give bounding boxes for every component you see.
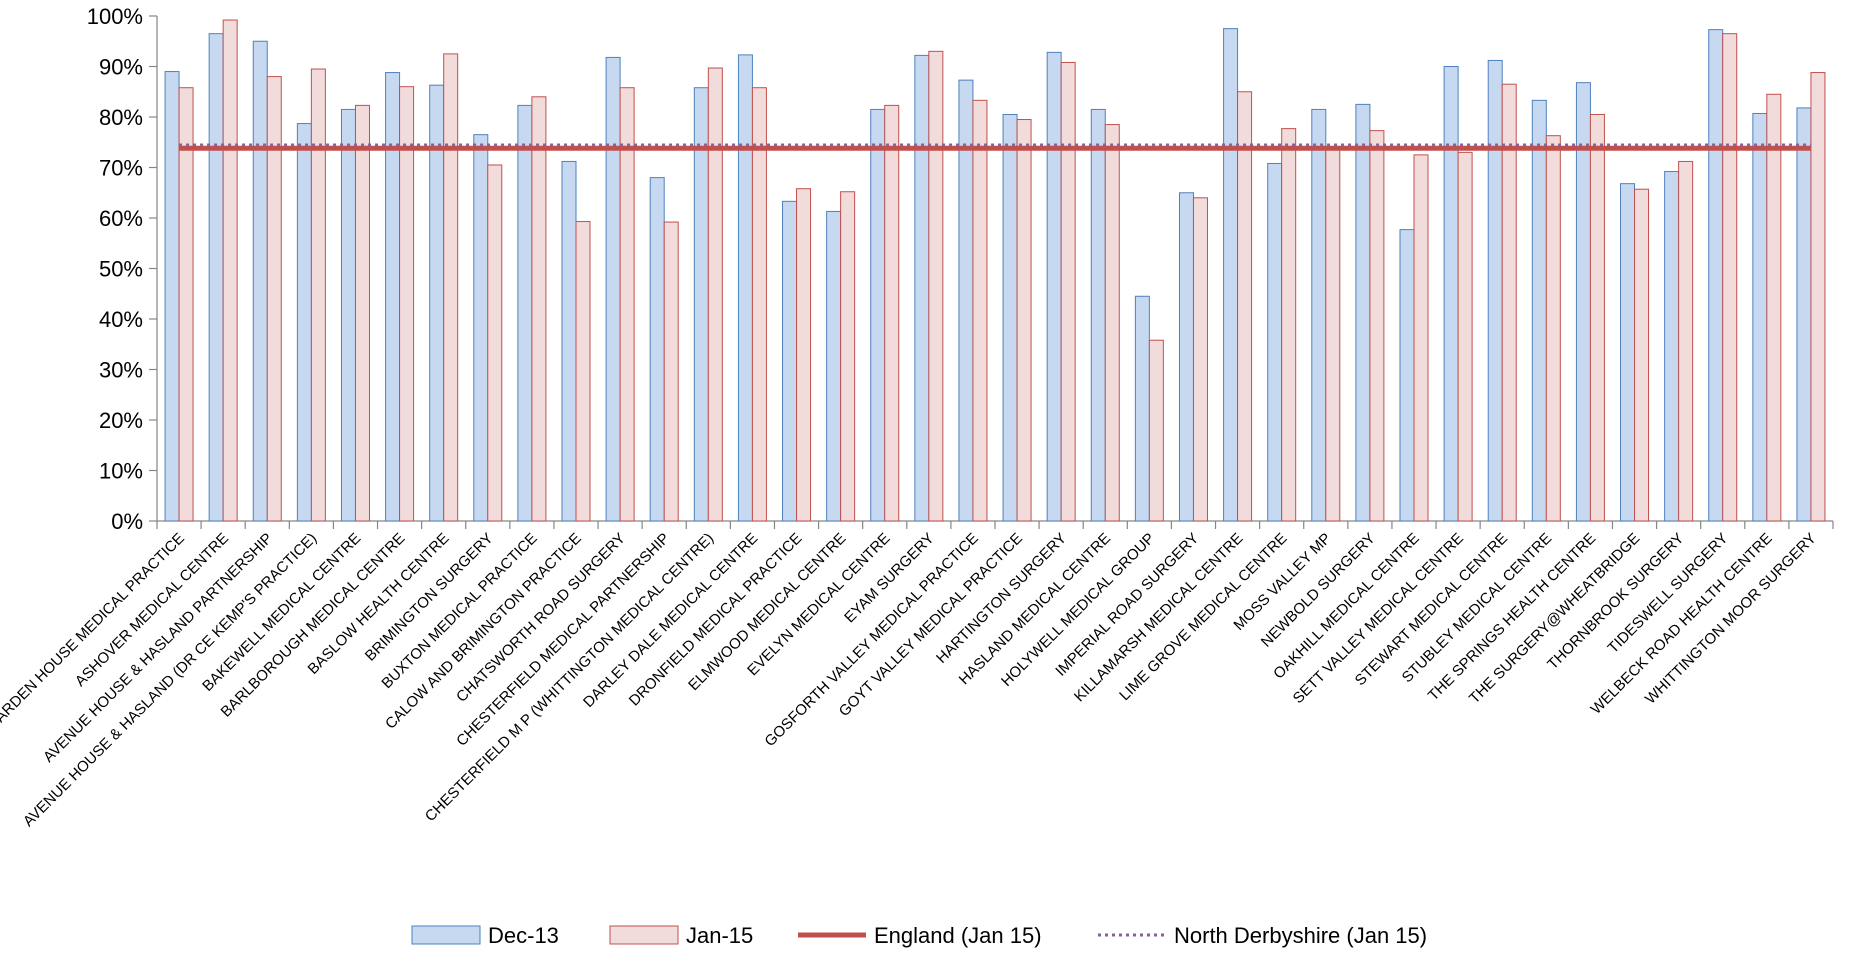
bar-dec-13-26: [1311, 108, 1327, 522]
reference-lines: [179, 143, 1811, 151]
y-tick-label: 20%: [99, 408, 143, 433]
bar-jan-15-32: [1589, 113, 1605, 522]
bar-jan-15-28: [1413, 154, 1429, 522]
y-tick-label: 10%: [99, 459, 143, 484]
legend-label-england-jan-15-: England (Jan 15): [874, 923, 1042, 948]
legend-swatch-dec-13: [411, 925, 481, 945]
bar-dec-13-23: [1178, 192, 1194, 522]
bar-jan-15-20: [1060, 61, 1076, 522]
bar-jan-15-18: [972, 99, 988, 522]
bar-jan-15-0: [178, 87, 194, 522]
bar-jan-15-5: [399, 86, 415, 522]
bar-dec-13-33: [1620, 183, 1636, 522]
y-tick-label: 0%: [111, 509, 143, 534]
y-tick-label: 100%: [87, 4, 143, 29]
legend-label-dec-13: Dec-13: [488, 923, 559, 948]
bar-jan-15-13: [751, 87, 767, 522]
y-tick-label: 70%: [99, 156, 143, 181]
bar-jan-15-29: [1457, 151, 1473, 522]
bar-dec-13-2: [252, 40, 268, 522]
bar-jan-15-6: [443, 53, 459, 522]
bar-dec-13-12: [693, 87, 709, 522]
bar-jan-15-21: [1104, 124, 1120, 522]
bar-dec-13-8: [517, 104, 533, 522]
bar-dec-13-31: [1531, 99, 1547, 522]
y-tick-label: 80%: [99, 105, 143, 130]
bar-dec-13-37: [1796, 107, 1812, 522]
legend: Dec-13 Jan-15 England (Jan 15) North Derbys…: [411, 923, 1427, 948]
y-tick-label: 40%: [99, 307, 143, 332]
legend-label-jan-15: Jan-15: [686, 923, 753, 948]
bar-jan-15-34: [1678, 160, 1694, 522]
bar-jan-15-11: [663, 221, 679, 522]
bar-jan-15-30: [1501, 83, 1517, 522]
bar-jan-15-22: [1148, 339, 1164, 522]
bar-jan-15-33: [1634, 188, 1650, 522]
bar-dec-13-16: [870, 108, 886, 522]
x-tick-label: AVENUE HOUSE & HASLAND (DR CE KEMP'S PRA…: [20, 530, 320, 830]
bar-jan-15-24: [1237, 91, 1253, 522]
bar-jan-15-19: [1016, 119, 1032, 522]
bar-dec-13-3: [296, 123, 312, 522]
bar-jan-15-14: [796, 188, 812, 522]
bar-jan-15-26: [1325, 146, 1341, 522]
bar-dec-13-17: [914, 54, 930, 522]
bar-dec-13-11: [649, 177, 665, 522]
bar-jan-15-9: [575, 221, 591, 522]
y-tick-label: 60%: [99, 206, 143, 231]
bar-dec-13-14: [782, 200, 798, 522]
bar-dec-13-30: [1487, 59, 1503, 522]
bar-jan-15-17: [928, 50, 944, 522]
bar-jan-15-7: [487, 164, 503, 522]
legend-label-north-derbyshire-jan-15-: North Derbyshire (Jan 15): [1174, 923, 1427, 948]
bar-dec-13-5: [385, 72, 401, 522]
bar-dec-13-7: [473, 134, 489, 522]
bars: [164, 19, 1826, 522]
bar-jan-15-35: [1722, 33, 1738, 522]
bar-jan-15-27: [1369, 130, 1385, 522]
bar-dec-13-0: [164, 71, 180, 522]
bar-jan-15-15: [840, 191, 856, 522]
bar-jan-15-25: [1281, 128, 1297, 522]
bar-dec-13-19: [1002, 113, 1018, 522]
x-tick-label: BAKEWELL MEDICAL CENTRE: [199, 530, 364, 695]
bar-jan-15-12: [707, 67, 723, 522]
bar-dec-13-10: [605, 56, 621, 522]
bar-jan-15-16: [884, 104, 900, 522]
bar-jan-15-37: [1810, 72, 1826, 522]
y-tick-label: 30%: [99, 358, 143, 383]
bar-jan-15-1: [222, 19, 238, 522]
bar-dec-13-4: [340, 108, 356, 522]
bar-dec-13-24: [1223, 28, 1239, 522]
bar-dec-13-21: [1090, 108, 1106, 522]
bar-dec-13-13: [737, 54, 753, 522]
bar-jan-15-31: [1545, 135, 1561, 522]
legend-swatch-jan-15: [609, 925, 679, 945]
bar-dec-13-35: [1708, 29, 1724, 522]
bar-dec-13-15: [826, 210, 842, 522]
bar-jan-15-3: [310, 68, 326, 522]
bar-dec-13-29: [1443, 66, 1459, 522]
y-tick-label: 90%: [99, 55, 143, 80]
bar-dec-13-28: [1399, 229, 1415, 522]
bar-dec-13-36: [1752, 112, 1768, 522]
bar-dec-13-34: [1664, 171, 1680, 522]
bar-jan-15-36: [1766, 93, 1782, 522]
bar-jan-15-10: [619, 87, 635, 522]
x-tick-label: CHESTERFIELD M P (WHITTINGTON MEDICAL CE…: [422, 530, 717, 825]
bar-dec-13-22: [1134, 295, 1150, 522]
bar-dec-13-20: [1046, 51, 1062, 522]
bar-jan-15-8: [531, 96, 547, 522]
bar-jan-15-4: [354, 104, 370, 522]
bar-jan-15-23: [1192, 197, 1208, 522]
bar-dec-13-27: [1355, 103, 1371, 522]
y-tick-label: 50%: [99, 257, 143, 282]
bar-dec-13-25: [1267, 162, 1283, 522]
bar-dec-13-1: [208, 33, 224, 522]
bar-dec-13-9: [561, 160, 577, 522]
bar-jan-15-2: [266, 76, 282, 522]
